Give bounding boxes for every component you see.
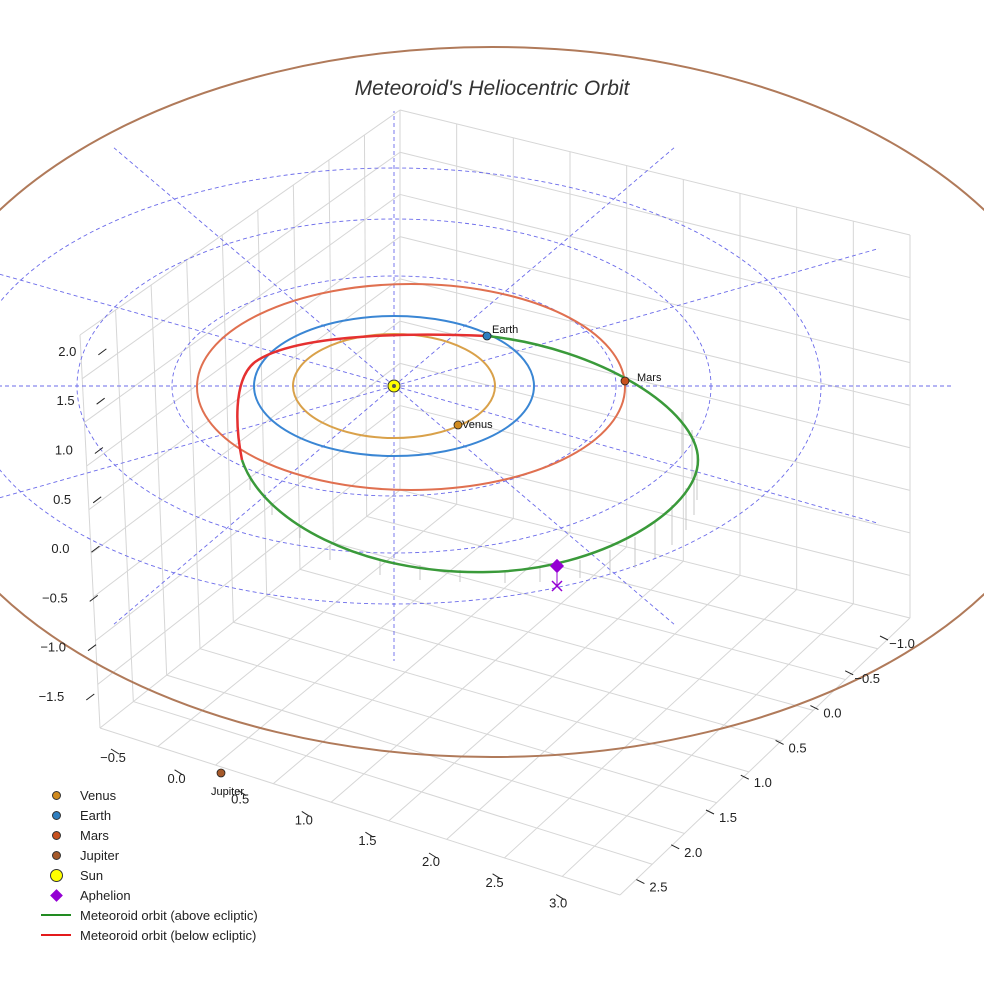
legend-item: Mars: [40, 825, 258, 845]
legend: Venus Earth Mars Jupiter Sun Aphelion Meteoroi…: [40, 785, 258, 945]
y-tick-label: 0.5: [231, 792, 249, 807]
x-tick-label: 2.0: [684, 845, 702, 860]
legend-symbol: [40, 825, 72, 845]
meteoroid-orbit-above: [240, 334, 700, 574]
mars-orbit: [196, 283, 626, 491]
y-tick-label: −0.5: [100, 750, 126, 765]
legend-label: Sun: [80, 867, 104, 883]
y-tick-label: 3.0: [549, 896, 567, 911]
x-axis-ticks: −1.0 −0.5 0.0 0.5 1.0 1.5 2.0 2.5: [636, 635, 915, 895]
ecliptic-reference: [0, 111, 954, 661]
venus-label: Venus: [462, 419, 493, 431]
x-tick-label: 0.5: [789, 740, 807, 755]
earth-orbit: [253, 315, 535, 457]
legend-symbol: [40, 925, 72, 945]
legend-label: Mars: [80, 827, 109, 843]
legend-label: Aphelion: [80, 887, 131, 903]
y-axis-ticks: −0.5 0.0 0.5 1.0 1.5 2.0 2.5 3.0: [100, 748, 567, 911]
x-tick-label: −1.0: [889, 636, 915, 651]
legend-symbol: [40, 885, 72, 905]
z-tick-label: 1.5: [57, 393, 75, 408]
y-tick-label: 1.5: [358, 833, 376, 848]
jupiter-orbit: [0, 46, 984, 758]
y-tick-label: 2.5: [486, 875, 504, 890]
legend-symbol: [40, 805, 72, 825]
legend-symbol: [40, 905, 72, 925]
legend-label: Meteoroid orbit (below ecliptic): [80, 927, 257, 943]
legend-symbol: [40, 845, 72, 865]
x-tick-label: 1.0: [754, 775, 772, 790]
legend-label: Jupiter: [80, 847, 120, 863]
legend-label: Meteoroid orbit (above ecliptic): [80, 907, 258, 923]
earth-label: Earth: [492, 324, 518, 336]
legend-item: Sun: [40, 865, 258, 885]
z-tick-label: −1.5: [39, 689, 65, 704]
drop-lines: [249, 412, 698, 583]
mars-label: Mars: [637, 372, 662, 384]
jupiter-label: Jupiter: [211, 786, 244, 798]
x-tick-label: −0.5: [854, 671, 880, 686]
z-tick-label: −1.0: [40, 640, 66, 655]
legend-item: Meteoroid orbit (above ecliptic): [40, 905, 258, 925]
legend-item: Aphelion: [40, 885, 258, 905]
legend-item: Earth: [40, 805, 258, 825]
z-tick-label: 0.0: [51, 541, 69, 556]
z-tick-label: −0.5: [42, 590, 68, 605]
y-tick-label: 0.0: [168, 771, 186, 786]
venus-marker: [453, 420, 463, 430]
legend-item: Venus: [40, 785, 258, 805]
y-tick-label: 1.0: [295, 812, 313, 827]
legend-symbol: [40, 865, 72, 885]
z-tick-label: 0.5: [53, 492, 71, 507]
legend-item: Jupiter: [40, 845, 258, 865]
x-tick-label: 2.5: [649, 880, 667, 895]
aphelion-projection-marker: [551, 580, 563, 592]
z-tick-label: 2.0: [58, 344, 76, 359]
z-axis-ticks: −1.5 −1.0 −0.5 0.0 0.5 1.0 1.5 2.0: [39, 344, 107, 704]
x-tick-label: 0.0: [823, 706, 841, 721]
z-tick-label: 1.0: [55, 443, 73, 458]
aphelion-marker: [549, 558, 565, 574]
legend-label: Earth: [80, 807, 112, 823]
y-tick-label: 2.0: [422, 854, 440, 869]
sun-marker-core: [392, 384, 396, 388]
legend-label: Venus: [80, 787, 117, 803]
chart-title: Meteoroid's Heliocentric Orbit: [355, 77, 631, 100]
legend-item: Meteoroid orbit (below ecliptic): [40, 925, 258, 945]
earth-marker: [482, 331, 492, 341]
legend-symbol: [40, 785, 72, 805]
meteoroid-orbit-below: [236, 333, 488, 461]
jupiter-marker: [216, 768, 226, 778]
x-tick-label: 1.5: [719, 810, 737, 825]
mars-marker: [620, 376, 630, 386]
